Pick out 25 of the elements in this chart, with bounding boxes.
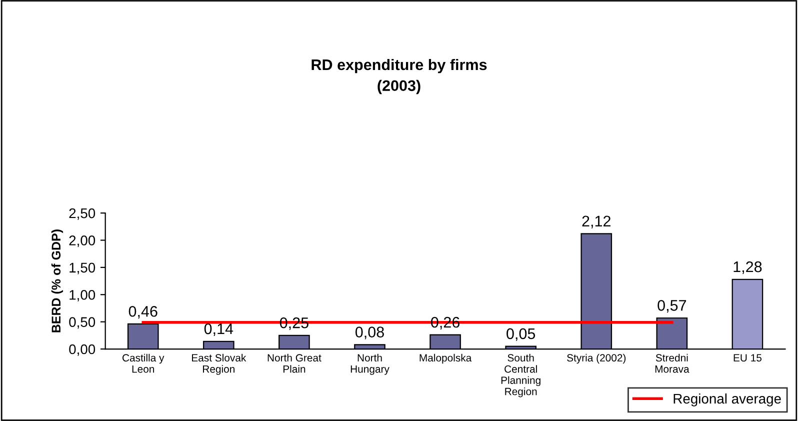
legend-label: Regional average xyxy=(674,393,781,406)
x-tick-label: South Central Planning Region xyxy=(501,354,540,398)
y-tick-label: 2,00 xyxy=(69,236,96,248)
y-axis-title: BERD (% of GDP) xyxy=(51,230,64,332)
chart-title: RD expenditure by firms (2003) xyxy=(312,58,487,94)
data-label: 0,08 xyxy=(355,326,384,340)
y-tick-label: 1,50 xyxy=(70,262,96,274)
x-tick-label: Castilla y Leon xyxy=(122,354,164,373)
y-tick-label: 1,00 xyxy=(70,290,96,302)
data-label: 0,05 xyxy=(506,328,536,341)
x-tick-label: East Slovak Region xyxy=(192,354,246,375)
x-tick-label: EU 15 xyxy=(734,354,762,362)
y-tick-label: 2,50 xyxy=(69,208,96,220)
data-label: 0,46 xyxy=(128,306,158,319)
y-tick-label: 0,50 xyxy=(69,317,96,329)
x-tick-label: Stredni Morava xyxy=(655,354,690,373)
data-label: 0,57 xyxy=(658,300,686,313)
y-tick-label: 0,00 xyxy=(69,344,96,356)
x-tick-label: Malopolska xyxy=(420,354,472,364)
x-tick-label: Styria (2002) xyxy=(567,354,626,364)
data-label: 0,14 xyxy=(204,323,234,336)
x-tick-label: North Hungary xyxy=(350,354,390,375)
data-label: 1,28 xyxy=(734,261,762,274)
data-label: 2,12 xyxy=(582,216,610,228)
x-tick-label: North Great Plain xyxy=(268,354,322,373)
